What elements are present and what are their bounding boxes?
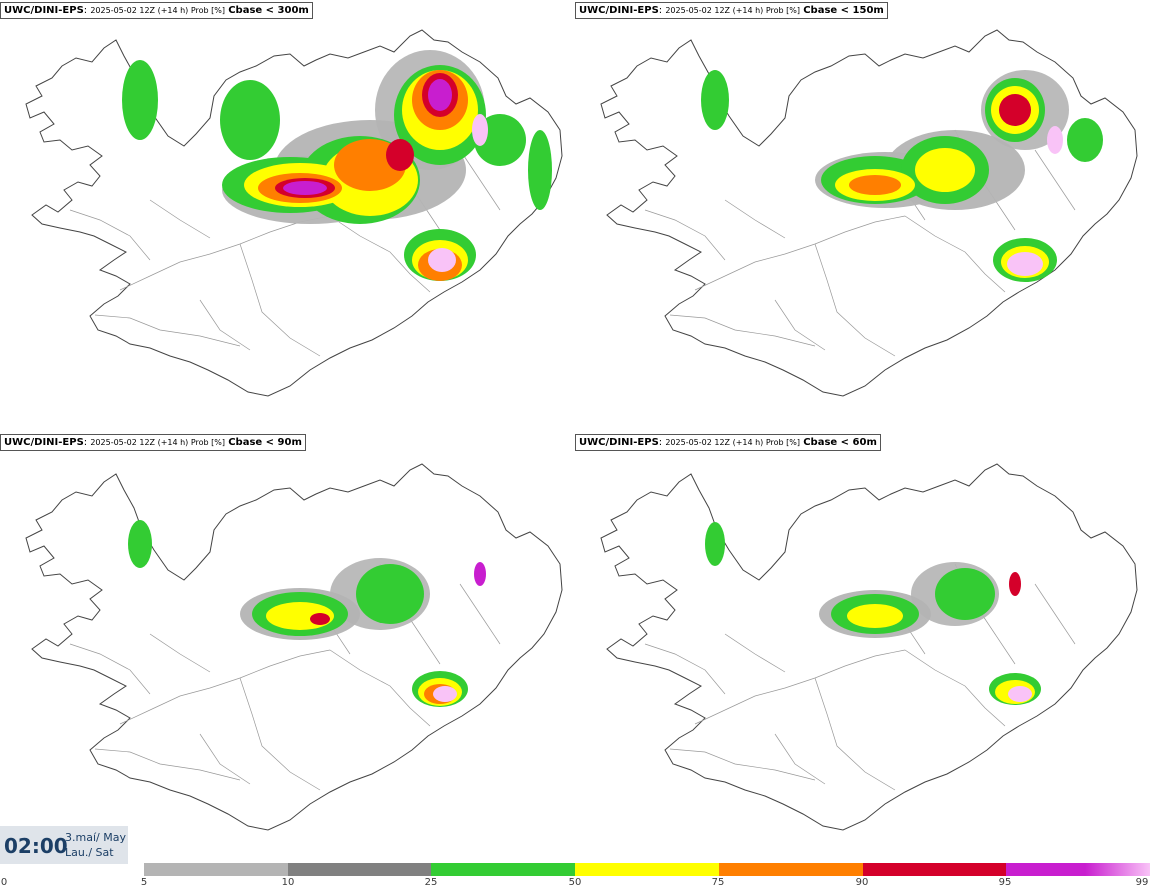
road-line bbox=[1034, 149, 1076, 211]
probability-area bbox=[356, 564, 424, 624]
iceland-map bbox=[25, 29, 563, 397]
valid-time-box bbox=[0, 826, 128, 864]
road-line bbox=[724, 199, 786, 239]
coastline bbox=[25, 463, 563, 831]
probability-area bbox=[1067, 118, 1103, 162]
colorbar-tick: 50 bbox=[568, 877, 582, 888]
map-panel-300m: UWC/DINI-EPS: 2025-05-02 12Z (+14 h) Pro… bbox=[0, 0, 575, 430]
map-panel-150m: UWC/DINI-EPS: 2025-05-02 12Z (+14 h) Pro… bbox=[575, 0, 1150, 430]
road-line bbox=[644, 209, 726, 261]
road-line bbox=[669, 314, 816, 347]
probability-area bbox=[849, 175, 901, 195]
colorbar-segment bbox=[287, 863, 432, 876]
colorbar-segment bbox=[144, 863, 288, 876]
road-line bbox=[239, 243, 321, 357]
road-line bbox=[774, 733, 826, 785]
probability-area bbox=[915, 148, 975, 192]
iceland-map bbox=[600, 463, 1138, 831]
colorbar-segment bbox=[718, 863, 863, 876]
probability-area bbox=[283, 181, 327, 195]
road-line bbox=[199, 299, 251, 351]
road-line bbox=[94, 748, 241, 781]
colorbar-tick: 0 bbox=[0, 877, 8, 888]
road-line bbox=[1034, 583, 1076, 645]
map-panel-90m: UWC/DINI-EPS: 2025-05-02 12Z (+14 h) Pro… bbox=[0, 432, 575, 862]
colorbar-tick: 10 bbox=[281, 877, 295, 888]
road-line bbox=[724, 633, 786, 673]
road-line bbox=[119, 649, 331, 725]
probability-area bbox=[128, 520, 152, 568]
colorbar-segment bbox=[862, 863, 1007, 876]
probability-area bbox=[428, 79, 452, 111]
colorbar-tick: 95 bbox=[998, 877, 1012, 888]
colorbar-segment bbox=[575, 863, 719, 876]
road-line bbox=[329, 215, 431, 293]
road-line bbox=[814, 677, 896, 791]
probability-area bbox=[999, 94, 1031, 126]
road-line bbox=[644, 643, 726, 695]
probability-area bbox=[220, 80, 280, 160]
probability-area bbox=[386, 139, 414, 171]
probability-area bbox=[847, 604, 903, 628]
road-line bbox=[94, 314, 241, 347]
panel-title: UWC/DINI-EPS: 2025-05-02 12Z (+14 h) Pro… bbox=[575, 2, 888, 19]
road-line bbox=[119, 215, 331, 291]
colorbar-segment bbox=[431, 863, 576, 876]
iceland-map bbox=[600, 29, 1138, 397]
road-line bbox=[774, 299, 826, 351]
road-line bbox=[239, 677, 321, 791]
probability-area bbox=[122, 60, 158, 140]
probability-area bbox=[428, 248, 456, 272]
colorbar-tick: 90 bbox=[855, 877, 869, 888]
colorbar-tick: 99 bbox=[1135, 877, 1149, 888]
road-line bbox=[149, 633, 211, 673]
probability-area bbox=[1047, 126, 1063, 154]
probability-area bbox=[474, 562, 486, 586]
probability-area bbox=[528, 130, 552, 210]
coastline bbox=[600, 463, 1138, 831]
panel-title: UWC/DINI-EPS: 2025-05-02 12Z (+14 h) Pro… bbox=[0, 434, 306, 451]
probability-area bbox=[701, 70, 729, 130]
probability-area bbox=[1009, 572, 1021, 596]
colorbar-tick: 5 bbox=[140, 877, 148, 888]
road-line bbox=[814, 243, 896, 357]
probability-area bbox=[433, 686, 457, 702]
probability-area bbox=[935, 568, 995, 620]
probability-area bbox=[1007, 252, 1043, 276]
colorbar-segment bbox=[1085, 863, 1150, 876]
road-line bbox=[904, 649, 1006, 727]
valid-time: 02:00 bbox=[4, 834, 68, 858]
panel-title: UWC/DINI-EPS: 2025-05-02 12Z (+14 h) Pro… bbox=[575, 434, 881, 451]
road-line bbox=[149, 199, 211, 239]
road-line bbox=[329, 649, 431, 727]
probability-area bbox=[1008, 686, 1032, 702]
colorbar-tick: 75 bbox=[711, 877, 725, 888]
road-line bbox=[69, 643, 151, 695]
probability-colorbar bbox=[144, 863, 1150, 876]
road-line bbox=[69, 209, 151, 261]
road-line bbox=[459, 149, 501, 211]
probability-area bbox=[310, 613, 330, 625]
road-line bbox=[694, 649, 906, 725]
iceland-map bbox=[25, 463, 563, 831]
probability-area bbox=[705, 522, 725, 566]
probability-area bbox=[472, 114, 488, 146]
panel-title: UWC/DINI-EPS: 2025-05-02 12Z (+14 h) Pro… bbox=[0, 2, 313, 19]
road-line bbox=[199, 733, 251, 785]
valid-date: 3.maí/ May bbox=[65, 831, 126, 844]
road-line bbox=[904, 215, 1006, 293]
colorbar-tick: 25 bbox=[424, 877, 438, 888]
road-line bbox=[669, 748, 816, 781]
map-panel-60m: UWC/DINI-EPS: 2025-05-02 12Z (+14 h) Pro… bbox=[575, 432, 1150, 862]
valid-day: Lau./ Sat bbox=[65, 846, 114, 859]
road-line bbox=[459, 583, 501, 645]
road-line bbox=[694, 215, 906, 291]
